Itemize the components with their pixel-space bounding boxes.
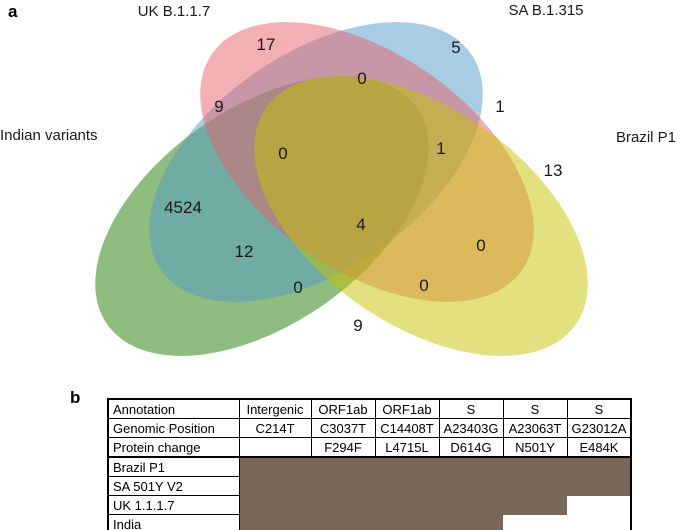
table-row-uk-1117: UK 1.1.1.7: [107, 495, 632, 515]
header-protein-change: Protein change: [107, 437, 240, 458]
presence-cell: [503, 495, 567, 515]
presence-cell: [239, 476, 311, 496]
venn-count-india-sa-brazil: 0: [419, 276, 428, 295]
presence-cell: [503, 476, 567, 496]
panel-a-label: a: [8, 2, 18, 21]
genomic-position-cell: C14408T: [374, 418, 440, 438]
genomic-position-cell: C3037T: [310, 418, 376, 438]
annotation-cell: ORF1ab: [374, 398, 440, 419]
annotation-cell: S: [438, 398, 504, 419]
presence-cell: [567, 495, 632, 515]
table-row-genomic-position: Genomic Position C214T C3037T C14408T A2…: [107, 418, 632, 438]
venn-count-brazil-only: 13: [544, 161, 563, 180]
table-row-annotation: Annotation Intergenic ORF1ab ORF1ab S S …: [107, 398, 632, 419]
venn-count-india-uk-brazil: 0: [293, 278, 302, 297]
protein-change-cell: [238, 437, 312, 458]
protein-change-cell: E484K: [566, 437, 632, 458]
protein-change-cell: D614G: [438, 437, 504, 458]
set-label-brazil: Brazil P1: [616, 129, 677, 146]
genomic-position-cell: G23012A: [566, 418, 632, 438]
annotation-cell: Intergenic: [238, 398, 312, 419]
venn-count-sa-only: 5: [451, 38, 460, 57]
presence-cell: [375, 456, 439, 477]
presence-cell: [311, 495, 375, 515]
protein-change-cell: N501Y: [502, 437, 568, 458]
protein-change-cell: F294F: [310, 437, 376, 458]
venn-count-uk-only: 17: [257, 35, 276, 54]
set-label-sa: SA B.1.315: [508, 2, 584, 19]
header-genomic-position: Genomic Position: [107, 418, 240, 438]
venn-diagram: 4524 17 5 13 9 0 1 12 0 9 0 1 0 0 4: [95, 22, 588, 356]
presence-cell: [439, 514, 503, 530]
venn-count-india-uk-sa: 0: [278, 144, 287, 163]
presence-cell: [503, 514, 567, 530]
genomic-position-cell: C214T: [238, 418, 312, 438]
header-annotation: Annotation: [107, 398, 240, 419]
annotation-cell: S: [566, 398, 632, 419]
table-row-brazil-p1: Brazil P1: [107, 456, 632, 477]
venn-count-sa-brazil: 1: [495, 97, 504, 116]
table-row-protein-change: Protein change F294F L4715L D614G N501Y …: [107, 437, 632, 458]
table-row-india: India: [107, 514, 632, 530]
mutation-table: Annotation Intergenic ORF1ab ORF1ab S S …: [107, 398, 633, 530]
presence-cell: [311, 456, 375, 477]
presence-cell: [567, 456, 632, 477]
genomic-position-cell: A23063T: [502, 418, 568, 438]
presence-cell: [375, 476, 439, 496]
presence-cell: [503, 456, 567, 477]
presence-cell: [239, 514, 311, 530]
table-row-sa-501y-v2: SA 501Y V2: [107, 476, 632, 496]
genomic-position-cell: A23403G: [438, 418, 504, 438]
presence-cell: [567, 476, 632, 496]
presence-cell: [439, 495, 503, 515]
panel-b-label: b: [70, 388, 81, 407]
presence-cell: [375, 495, 439, 515]
variant-label-uk: UK 1.1.1.7: [107, 495, 240, 515]
variant-label-india: India: [107, 514, 240, 530]
venn-count-india-brazil: 9: [353, 316, 362, 335]
presence-cell: [311, 476, 375, 496]
variant-label-brazil: Brazil P1: [107, 456, 240, 477]
presence-cell: [439, 476, 503, 496]
variant-label-sa: SA 501Y V2: [107, 476, 240, 496]
set-label-uk: UK B.1.1.7: [137, 3, 211, 20]
venn-count-uk-brazil: 0: [476, 236, 485, 255]
venn-count-india-only: 4524: [164, 198, 202, 217]
venn-ellipse-brazil: [254, 76, 588, 356]
presence-cell: [567, 514, 632, 530]
presence-cell: [239, 456, 311, 477]
annotation-cell: S: [502, 398, 568, 419]
set-label-india: Indian variants: [0, 127, 98, 144]
venn-count-all-four: 4: [356, 215, 365, 234]
annotation-cell: ORF1ab: [310, 398, 376, 419]
venn-count-india-sa: 12: [235, 242, 254, 261]
presence-cell: [239, 495, 311, 515]
presence-cell: [439, 456, 503, 477]
venn-count-india-uk: 9: [214, 97, 223, 116]
presence-cell: [311, 514, 375, 530]
venn-count-uk-sa-brazil: 1: [436, 139, 445, 158]
protein-change-cell: L4715L: [374, 437, 440, 458]
venn-count-uk-sa: 0: [357, 69, 366, 88]
presence-cell: [375, 514, 439, 530]
